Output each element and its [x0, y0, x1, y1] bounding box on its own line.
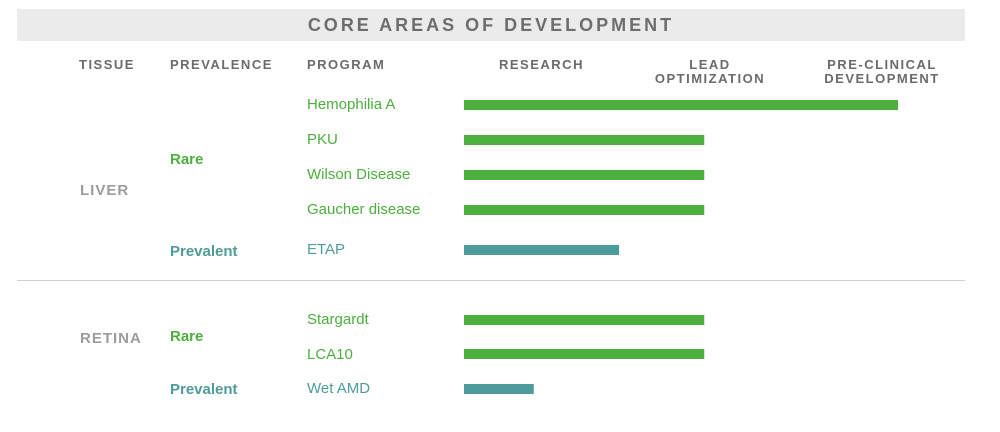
header-lead-line1: LEAD: [689, 57, 731, 72]
bar-gaucher-disease: [464, 205, 705, 215]
program-label: Wilson Disease: [307, 166, 411, 183]
bar-lca10: [464, 349, 705, 359]
tissue-retina: RETINA: [80, 330, 142, 347]
prevalence-retina-prevalent: Prevalent: [170, 381, 238, 398]
title-banner: CORE AREAS OF DEVELOPMENT: [17, 9, 965, 41]
program-label: LCA10: [307, 346, 353, 363]
bar-hemophilia-a: [464, 100, 898, 110]
bar-wilson-disease: [464, 170, 705, 180]
chart-title: CORE AREAS OF DEVELOPMENT: [307, 15, 675, 35]
bar-wet-amd: [464, 384, 534, 394]
program-label: PKU: [307, 131, 338, 148]
prevalence-liver-rare: Rare: [170, 151, 204, 168]
header-prevalence: PREVALENCE: [170, 57, 273, 72]
tissue-liver: LIVER: [80, 182, 130, 199]
program-label: Wet AMD: [307, 380, 371, 397]
header-research: RESEARCH: [499, 57, 584, 72]
header-pre-line2: DEVELOPMENT: [824, 71, 940, 86]
program-label: Hemophilia A: [307, 96, 396, 113]
prevalence-liver-prevalent: Prevalent: [170, 243, 238, 260]
bar-pku: [464, 135, 705, 145]
prevalence-retina-rare: Rare: [170, 328, 204, 345]
section-divider: [17, 280, 965, 281]
header-tissue: TISSUE: [79, 57, 135, 72]
header-program: PROGRAM: [307, 57, 386, 72]
bar-stargardt: [464, 315, 705, 325]
header-lead-line2: OPTIMIZATION: [654, 71, 766, 86]
bar-etap: [464, 245, 619, 255]
program-label: Stargardt: [307, 311, 369, 328]
header-preclinical-development: PRE-CLINICAL DEVELOPMENT: [820, 58, 944, 86]
header-lead-optimization: LEAD OPTIMIZATION: [650, 58, 770, 86]
program-label: ETAP: [307, 241, 346, 258]
program-label: Gaucher disease: [307, 201, 421, 218]
header-pre-line1: PRE-CLINICAL: [827, 57, 937, 72]
